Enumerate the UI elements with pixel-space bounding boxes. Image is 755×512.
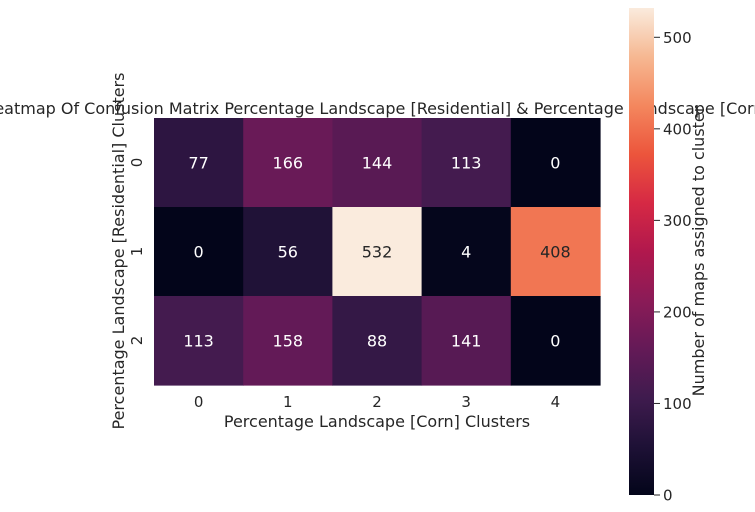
cell-value-label: 113 — [183, 332, 214, 351]
cell-value-label: 0 — [194, 243, 204, 262]
colorbar-tick-label: 500 — [663, 29, 692, 47]
colorbar — [629, 8, 654, 495]
heatmap-cell — [510, 118, 601, 208]
heatmap-cell — [243, 296, 333, 386]
cell-value-label: 144 — [362, 154, 393, 173]
heatmap-cell — [421, 296, 512, 386]
x-axis-label: Percentage Landscape [Corn] Clusters — [224, 412, 530, 431]
cell-value-label: 56 — [278, 243, 298, 262]
colorbar-tick-label: 300 — [663, 212, 692, 230]
x-tick-label: 0 — [194, 393, 204, 411]
cell-value-label: 0 — [550, 332, 560, 351]
colorbar-ticks: 0 100 200 300 400 500 — [654, 29, 692, 505]
cell-value-label: 113 — [451, 154, 482, 173]
x-tick-label: 1 — [283, 393, 293, 411]
heatmap-cell — [332, 207, 423, 297]
heatmap-cell — [154, 118, 244, 208]
colorbar-label: Number of maps assigned to cluster — [689, 105, 708, 396]
heatmap-cells: 77 166 144 113 0 0 56 532 4 408 113 158 88 141 0 — [154, 118, 601, 386]
cell-value-label: 0 — [550, 154, 560, 173]
cell-value-label: 141 — [451, 332, 482, 351]
heatmap-cell — [421, 207, 512, 297]
cell-value-label: 77 — [188, 154, 208, 173]
x-tick-label: 4 — [551, 393, 561, 411]
colorbar-tick-label: 200 — [663, 303, 692, 321]
y-tick-label: 1 — [128, 247, 146, 257]
y-tick-label: 0 — [128, 158, 146, 168]
heatmap-cell — [421, 118, 512, 208]
cell-value-label: 166 — [273, 154, 304, 173]
heatmap-cell — [154, 207, 244, 297]
heatmap-cell — [243, 118, 333, 208]
colorbar-tick-label: 100 — [663, 395, 692, 413]
x-axis-ticks: 0 1 2 3 4 — [194, 393, 560, 411]
cell-value-label: 88 — [367, 332, 387, 351]
y-axis-ticks: 0 1 2 — [128, 158, 146, 346]
colorbar-tick-label: 400 — [663, 120, 692, 138]
y-axis-label: Percentage Landscape [Residential] Clust… — [109, 73, 128, 430]
chart-title: Heatmap Of Confusion Matrix Percentage L… — [0, 99, 755, 118]
cell-value-label: 532 — [362, 243, 393, 262]
heatmap-cell — [243, 207, 333, 297]
x-tick-label: 2 — [372, 393, 382, 411]
x-tick-label: 3 — [461, 393, 471, 411]
cell-value-label: 408 — [540, 243, 571, 262]
heatmap-cell — [332, 118, 423, 208]
heatmap-cell — [154, 296, 244, 386]
heatmap-cell — [332, 296, 423, 386]
heatmap-cell — [510, 296, 601, 386]
cell-value-label: 158 — [273, 332, 304, 351]
cell-value-label: 4 — [461, 243, 471, 262]
y-tick-label: 2 — [128, 336, 146, 346]
heatmap-cell — [510, 207, 601, 297]
colorbar-tick-label: 0 — [663, 487, 673, 505]
